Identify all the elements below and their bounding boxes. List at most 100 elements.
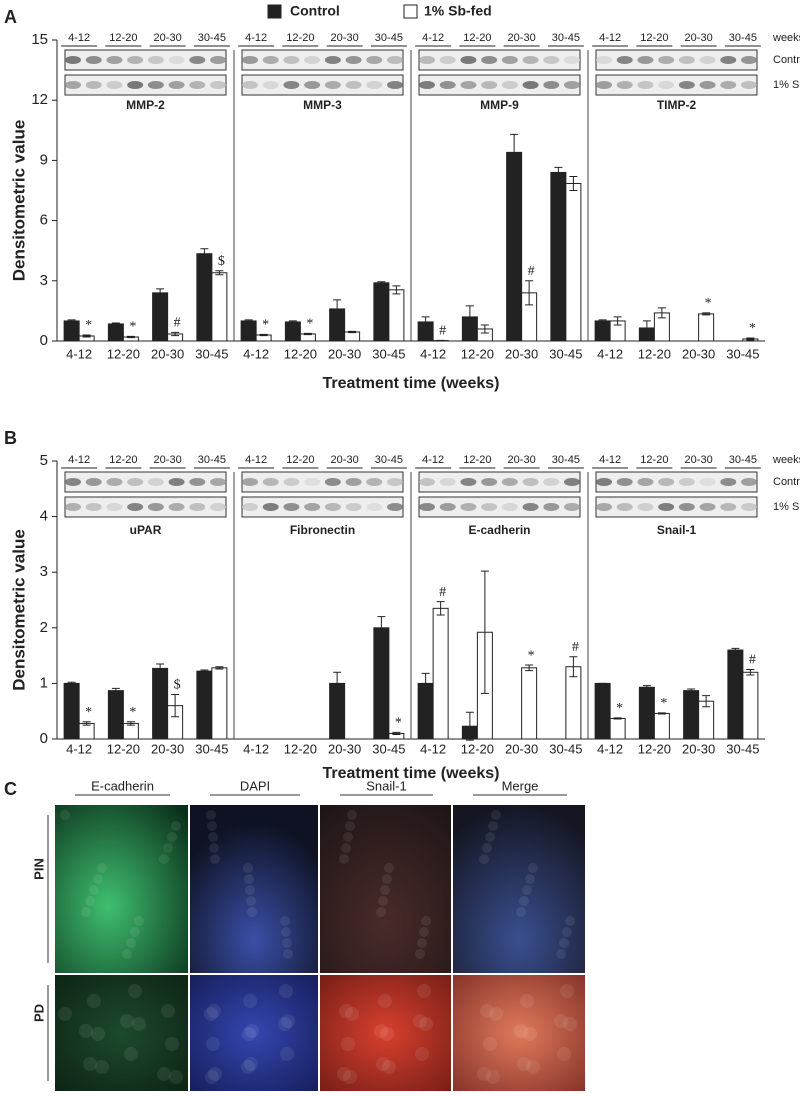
cell xyxy=(415,949,425,959)
blot-band xyxy=(481,81,497,89)
blot-band xyxy=(460,478,476,486)
legend-label: 1% Sb-fed xyxy=(424,3,492,19)
x-tick-label: 4-12 xyxy=(243,346,269,361)
blot-band xyxy=(741,503,757,511)
significance-label: $ xyxy=(174,678,181,693)
bar xyxy=(123,723,138,739)
blot-lane-label: 4-12 xyxy=(68,32,90,44)
cell xyxy=(245,1024,259,1038)
cell xyxy=(207,1004,221,1018)
blot-band xyxy=(242,56,258,64)
blot-lane-label: 12-20 xyxy=(286,32,314,44)
blot-lane-label: 30-45 xyxy=(552,454,580,466)
cell xyxy=(421,916,431,926)
significance-label: * xyxy=(85,705,92,720)
bar xyxy=(522,668,537,739)
cell xyxy=(528,863,538,873)
blot-band xyxy=(481,56,497,64)
blot-band xyxy=(283,56,299,64)
blot-band xyxy=(440,503,456,511)
bar xyxy=(108,324,123,341)
x-tick-label: 4-12 xyxy=(243,741,269,756)
significance-label: * xyxy=(528,648,535,663)
cell xyxy=(517,1057,531,1071)
legend-swatch xyxy=(404,5,417,18)
blot-band xyxy=(679,503,695,511)
blot-band xyxy=(148,503,164,511)
blot-band xyxy=(637,81,653,89)
bar xyxy=(566,667,581,739)
blot-band xyxy=(637,56,653,64)
x-tick-label: 30-45 xyxy=(549,346,582,361)
blot-band xyxy=(700,56,716,64)
x-tick-label: 30-45 xyxy=(549,741,582,756)
cell xyxy=(281,927,291,937)
blot-band xyxy=(460,81,476,89)
x-tick-label: 30-45 xyxy=(726,346,759,361)
cell xyxy=(171,821,181,831)
group-label: MMP-2 xyxy=(126,98,165,112)
blot-band xyxy=(325,81,341,89)
blot-band xyxy=(65,478,81,486)
cell xyxy=(417,984,431,998)
blot-band xyxy=(169,56,185,64)
cell xyxy=(89,885,99,895)
blot-band xyxy=(127,81,143,89)
significance-label: * xyxy=(262,318,269,333)
x-tick-label: 4-12 xyxy=(420,346,446,361)
blot-lane-label: 20-30 xyxy=(685,32,713,44)
cell xyxy=(374,1024,388,1038)
x-tick-label: 30-45 xyxy=(372,741,405,756)
blot-band xyxy=(210,56,226,64)
blot-lane-label: 4-12 xyxy=(245,454,267,466)
cell xyxy=(554,1014,568,1028)
blot-lane-label: 12-20 xyxy=(640,454,668,466)
blot-band xyxy=(189,81,205,89)
blot-band xyxy=(637,503,653,511)
legend-swatch xyxy=(268,5,281,18)
y-tick-label: 5 xyxy=(40,452,48,469)
cell xyxy=(207,821,217,831)
blot-band xyxy=(346,478,362,486)
cell xyxy=(519,896,529,906)
x-tick-label: 12-20 xyxy=(461,741,494,756)
cell xyxy=(341,843,351,853)
y-axis-title: Densitometric value xyxy=(9,529,28,691)
bar xyxy=(197,671,212,739)
cell xyxy=(126,938,136,948)
blot-lane-label: 12-20 xyxy=(463,454,491,466)
cell xyxy=(339,854,349,864)
cell xyxy=(210,854,220,864)
blot-band xyxy=(304,478,320,486)
bar xyxy=(212,273,227,341)
significance-label: # xyxy=(174,316,181,331)
blot-band xyxy=(304,503,320,511)
x-axis-title: Treatment time (weeks) xyxy=(323,375,500,392)
cell xyxy=(417,938,427,948)
x-tick-label: 20-30 xyxy=(682,346,715,361)
cell xyxy=(483,1037,497,1051)
cell xyxy=(244,1057,258,1071)
significance-label: # xyxy=(439,585,446,600)
cell xyxy=(157,1067,171,1081)
y-tick-label: 1 xyxy=(40,674,48,691)
blot-lane-label: 20-30 xyxy=(508,32,536,44)
bar xyxy=(610,718,625,739)
blot-band xyxy=(440,81,456,89)
blot-band xyxy=(502,81,518,89)
blot-band xyxy=(263,81,279,89)
blot-band xyxy=(617,478,633,486)
bar xyxy=(212,668,227,739)
blot-band xyxy=(169,503,185,511)
cell xyxy=(124,1047,138,1061)
blot-band xyxy=(283,503,299,511)
blot-band xyxy=(502,56,518,64)
significance-label: # xyxy=(439,324,446,339)
cell xyxy=(246,896,256,906)
cell xyxy=(280,916,290,926)
y-tick-label: 4 xyxy=(40,508,48,525)
column-label: Snail-1 xyxy=(366,778,406,793)
x-tick-label: 12-20 xyxy=(638,346,671,361)
blot-row-label: 1% Sb-fed xyxy=(773,79,800,91)
row-label: PIN xyxy=(31,858,46,880)
